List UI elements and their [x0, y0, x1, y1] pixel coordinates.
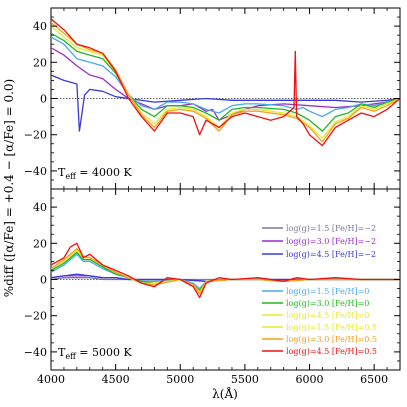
y-tick-label-top: −40 [24, 165, 47, 178]
series-line-bottom-6 [51, 248, 400, 295]
legend-label: log(g)=1.5 [Fe/H]=0.5 [286, 323, 377, 332]
y-tick-label-bottom: 20 [33, 237, 47, 250]
y-tick-label-bottom: 0 [40, 274, 47, 287]
y-axis-title: %diff ([α/Fe] = +0.4 − [α/Fe] = 0.0) [2, 79, 16, 297]
x-tick-label: 6500 [360, 373, 388, 386]
legend: log(g)=1.5 [Fe/H]=−2 log(g)=3.0 [Fe/H]=−2… [262, 224, 377, 356]
legend-label: log(g)=4.5 [Fe/H]=0 [286, 311, 369, 320]
series-line-bottom-7 [51, 242, 400, 299]
panel-label-bottom: Teff = 5000 K [58, 346, 132, 361]
series-group-top [51, 18, 400, 147]
y-tick-label-bottom: 40 [33, 201, 47, 214]
legend-label: log(g)=3.0 [Fe/H]=0.5 [286, 335, 377, 344]
x-tick-label: 6000 [296, 373, 324, 386]
panel-label-top: Teff = 4000 K [58, 166, 132, 181]
axis-tick-labels: −40 −20 0 20 40 −40 −20 0 20 40 4000 4500 5000 5500 60… [24, 20, 388, 386]
y-tick-label-top: −20 [24, 129, 47, 142]
series-group-bottom [51, 242, 400, 299]
series-line-top-2 [51, 36, 400, 118]
legend-label: log(g)=4.5 [Fe/H]=0.5 [286, 347, 377, 356]
series-line-top-6 [51, 18, 400, 147]
x-tick-label: 5000 [166, 373, 194, 386]
y-tick-label-top: 20 [33, 56, 47, 69]
y-tick-label-bottom: −20 [24, 310, 47, 323]
x-axis-title: λ(Å) [212, 386, 238, 401]
y-tick-label-top: 40 [33, 20, 47, 33]
x-tick-label: 4500 [102, 373, 130, 386]
series-line-bottom-3 [51, 253, 400, 290]
x-tick-label: 4000 [37, 373, 65, 386]
series-line-top-0 [51, 74, 400, 132]
legend-label: log(g)=4.5 [Fe/H]=−2 [286, 250, 376, 259]
y-tick-label-top: 0 [40, 93, 47, 106]
legend-label: log(g)=1.5 [Fe/H]=0 [286, 287, 369, 296]
x-tick-label: 5500 [231, 373, 259, 386]
y-tick-label-bottom: −40 [24, 346, 47, 359]
legend-label: log(g)=3.0 [Fe/H]=0 [286, 299, 369, 308]
series-line-top-3 [51, 32, 400, 132]
axis-ticks [50, 7, 401, 371]
series-line-top-5 [51, 22, 400, 143]
legend-label: log(g)=3.0 [Fe/H]=−2 [286, 237, 376, 246]
legend-label: log(g)=1.5 [Fe/H]=−2 [286, 224, 376, 233]
